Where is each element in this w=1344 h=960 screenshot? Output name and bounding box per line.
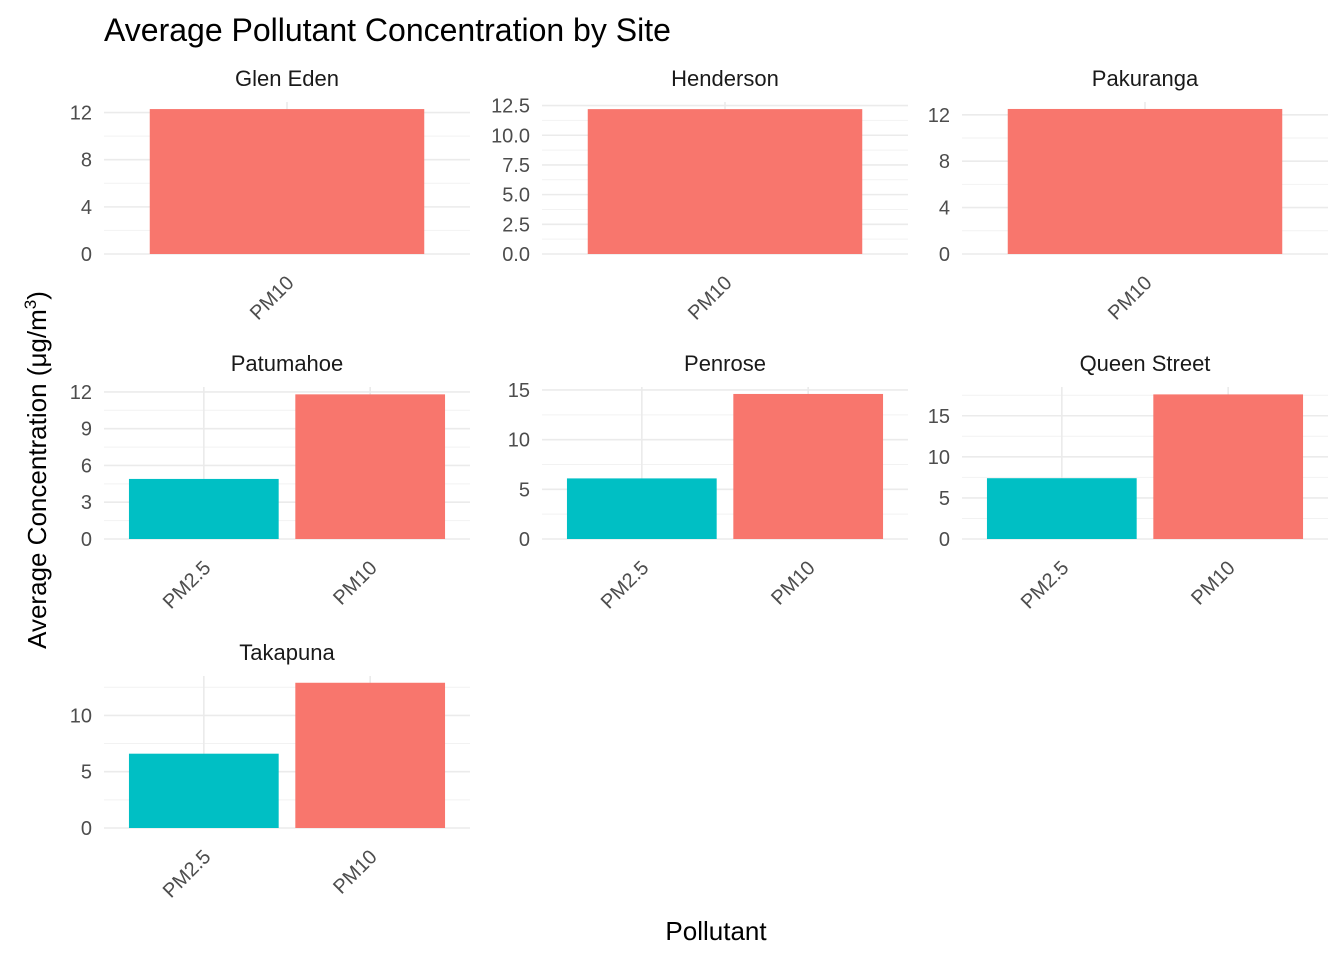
x-tick-label: PM10 [329,846,382,899]
facet-title: Henderson [671,66,779,91]
y-tick-label: 7.5 [502,155,530,177]
bar-pm25 [986,478,1137,539]
bar-pm25 [128,478,279,539]
y-tick-label: 10 [928,447,950,469]
y-tick-label: 12 [928,105,950,127]
y-tick-label: 0 [939,529,950,551]
facet-title: Takapuna [239,640,335,665]
y-tick-label: 10.0 [491,125,530,147]
y-tick-label: 0 [81,244,92,266]
x-tick-label: PM10 [684,272,737,325]
bar-pm10 [149,109,425,255]
y-tick-label: 8 [81,150,92,172]
facet-title: Glen Eden [235,66,339,91]
x-tick-label: PM10 [1104,272,1157,325]
y-tick-label: 10 [508,430,530,452]
facet-title: Pakuranga [1092,66,1199,91]
facet-title: Penrose [684,351,766,376]
bar-pm25 [566,478,717,539]
y-tick-label: 9 [81,419,92,441]
chart-title: Average Pollutant Concentration by Site [104,12,671,48]
y-tick-label: 5 [939,488,950,510]
facet-title: Patumahoe [231,351,344,376]
y-tick-label: 15 [928,406,950,428]
y-tick-label: 0 [519,529,530,551]
bar-pm10 [1153,394,1304,539]
y-tick-label: 5 [81,762,92,784]
y-tick-label: 0 [81,529,92,551]
y-tick-label: 0.0 [502,244,530,266]
facet-pakuranga: Pakuranga 0 4 8 12 PM10 [928,66,1328,324]
facet-panels: Glen Eden 0 4 8 12 PM10 Henderson 0.0 2.5 5.0 7.5 1… [70,66,1328,902]
y-tick-label: 8 [939,151,950,173]
facet-henderson: Henderson 0.0 2.5 5.0 7.5 10.0 12.5 PM10 [491,66,908,324]
x-tick-label: PM10 [246,272,299,325]
y-axis-title: Average Concentration (μg/m3) [21,291,52,649]
facet-takapuna: Takapuna 0 5 10 PM2.5 PM10 [70,640,470,902]
y-tick-label: 5.0 [502,185,530,207]
y-tick-label: 5 [519,479,530,501]
facet-penrose: Penrose 0 5 10 15 PM2.5 PM10 [508,351,908,613]
y-tick-label: 6 [81,455,92,477]
bar-pm10 [587,109,863,254]
y-axis-title-superscript: 3 [21,300,40,309]
x-axis-title: Pollutant [665,916,767,946]
y-axis-title-close: ) [22,291,52,300]
y-tick-label: 2.5 [502,214,530,236]
bar-pm10 [295,682,446,828]
x-tick-label: PM2.5 [1017,557,1073,613]
y-tick-label: 0 [81,818,92,840]
facet-glen-eden: Glen Eden 0 4 8 12 PM10 [70,66,470,324]
bar-pm25 [128,753,279,828]
x-tick-label: PM2.5 [597,557,653,613]
x-tick-label: PM2.5 [159,846,215,902]
y-tick-label: 4 [939,198,950,220]
y-axis-title-text: Average Concentration (μg/m [22,309,52,649]
y-tick-label: 0 [939,244,950,266]
bar-pm10 [1007,108,1283,255]
y-tick-label: 15 [508,380,530,402]
y-tick-label: 3 [81,492,92,514]
x-tick-label: PM10 [329,557,382,610]
x-tick-label: PM2.5 [159,557,215,613]
facet-queen-street: Queen Street 0 5 10 15 PM2.5 PM10 [928,351,1328,613]
facet-patumahoe: Patumahoe 0 3 6 9 12 PM2.5 PM10 [70,351,470,613]
y-tick-label: 4 [81,197,92,219]
y-tick-label: 12.5 [491,96,530,118]
y-tick-label: 12 [70,103,92,125]
bar-pm10 [733,393,884,539]
facet-title: Queen Street [1080,351,1211,376]
x-tick-label: PM10 [1187,557,1240,610]
x-tick-label: PM10 [767,557,820,610]
y-tick-label: 10 [70,705,92,727]
y-tick-label: 12 [70,382,92,404]
bar-pm10 [295,394,446,539]
